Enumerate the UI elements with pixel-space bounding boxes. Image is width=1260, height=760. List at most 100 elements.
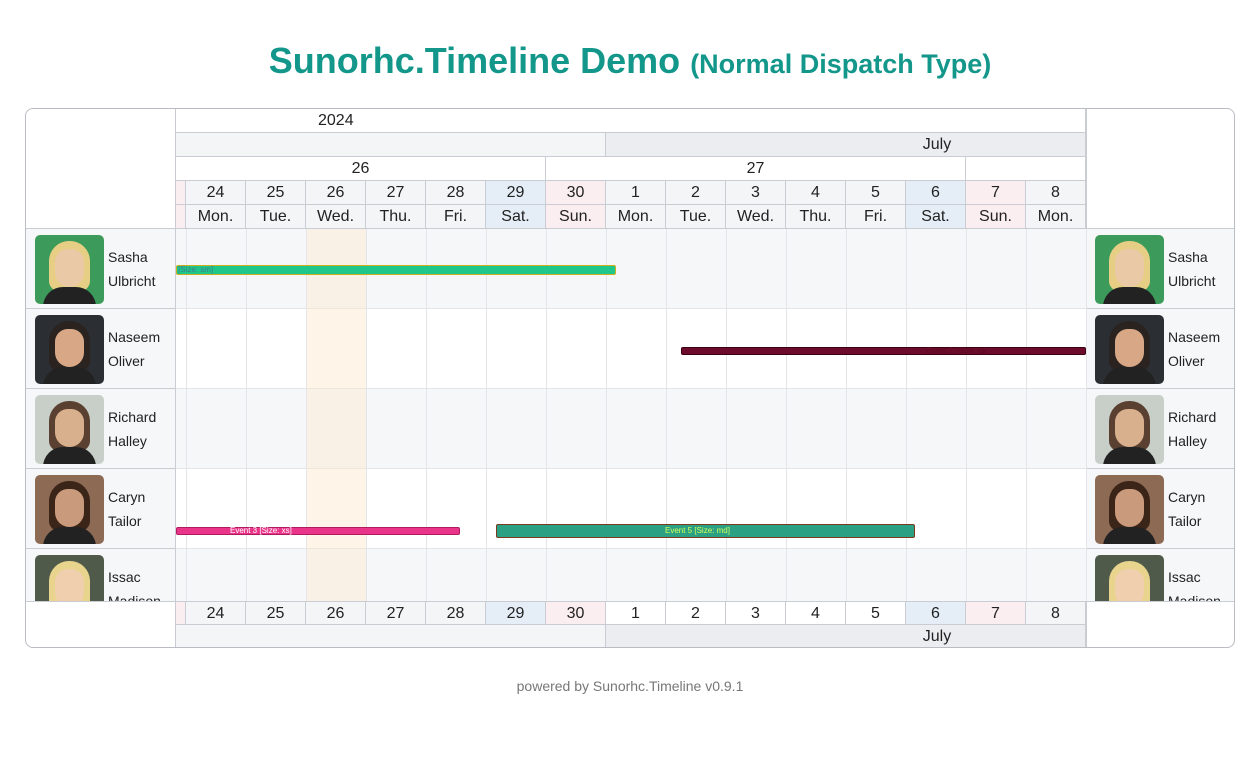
subtitle: (Normal Dispatch Type) bbox=[690, 49, 992, 79]
day-cell: 30 bbox=[546, 601, 606, 625]
grid-line bbox=[846, 229, 847, 601]
grid-line bbox=[906, 229, 907, 601]
day-cell: 7 bbox=[966, 601, 1026, 625]
day-cell: 4 bbox=[786, 601, 846, 625]
avatar-body bbox=[1103, 527, 1156, 544]
person-last: Madison bbox=[1168, 593, 1221, 601]
avatar-body bbox=[43, 447, 96, 464]
avatar bbox=[35, 475, 104, 544]
avatar-face bbox=[55, 249, 84, 287]
weekday-cell: Wed. bbox=[306, 205, 366, 229]
corner-left bbox=[26, 109, 176, 229]
person-last: Halley bbox=[108, 433, 147, 449]
day-cell: 1 bbox=[606, 181, 666, 205]
day-cell: 5 bbox=[846, 181, 906, 205]
person-last: Halley bbox=[1168, 433, 1207, 449]
month-label: July bbox=[922, 628, 952, 645]
weekday-cell bbox=[176, 205, 186, 229]
row bbox=[176, 389, 1086, 469]
event-bar bbox=[176, 265, 616, 275]
grid-line bbox=[786, 229, 787, 601]
avatar bbox=[35, 555, 104, 601]
grid-line bbox=[486, 229, 487, 601]
person-first: Naseem bbox=[1168, 329, 1221, 345]
day-cell: 4 bbox=[786, 181, 846, 205]
grid-line bbox=[726, 229, 727, 601]
corner-left bbox=[26, 601, 176, 647]
grid-line bbox=[606, 229, 607, 601]
weekday-cell: Fri. bbox=[426, 205, 486, 229]
day-cell: 24 bbox=[186, 181, 246, 205]
day-cell: 8 bbox=[1026, 181, 1086, 205]
grid-line bbox=[1086, 229, 1087, 601]
day-cell: 25 bbox=[246, 601, 306, 625]
footer: powered by Sunorhc.Timeline v0.9.1 bbox=[516, 678, 744, 694]
avatar-body bbox=[43, 527, 96, 544]
page-title: Sunorhc.Timeline Demo (Normal Dispatch T… bbox=[0, 40, 1260, 82]
day-cell: 3 bbox=[726, 181, 786, 205]
month-cell bbox=[176, 133, 606, 157]
weekday-cell: Mon. bbox=[1026, 205, 1086, 229]
day-cell: 1 bbox=[606, 601, 666, 625]
weekday-cell: Sat. bbox=[906, 205, 966, 229]
day-cell: 25 bbox=[246, 181, 306, 205]
avatar-body bbox=[1103, 287, 1156, 304]
timeline: 2024 July 26 27 24 Mon. 25 Tue. 26 Wed. 27 Thu. 28 Fr… bbox=[25, 108, 1235, 648]
day-cell: 28 bbox=[426, 601, 486, 625]
person-first: Caryn bbox=[108, 489, 146, 505]
avatar-face bbox=[1115, 569, 1144, 601]
day-cell: 27 bbox=[366, 181, 426, 205]
day-cell: 24 bbox=[186, 601, 246, 625]
weekday-cell: Wed. bbox=[726, 205, 786, 229]
grid-line bbox=[546, 229, 547, 601]
grid-line bbox=[306, 229, 307, 601]
avatar-body bbox=[43, 367, 96, 384]
day-cell: 8 bbox=[1026, 601, 1086, 625]
weekday-cell: Thu. bbox=[366, 205, 426, 229]
person-last: Tailor bbox=[108, 513, 142, 529]
month-cell: July bbox=[606, 133, 1086, 157]
weekday-cell: Mon. bbox=[606, 205, 666, 229]
avatar-face bbox=[55, 489, 84, 527]
grid-line bbox=[966, 229, 967, 601]
avatar-face bbox=[1115, 329, 1144, 367]
month-cell bbox=[176, 625, 606, 647]
event-label: Event 5 [Size: md] bbox=[665, 526, 730, 535]
year-cell: 2024 bbox=[176, 109, 1086, 133]
person-last: Tailor bbox=[1168, 513, 1202, 529]
day-cell: 6 bbox=[906, 181, 966, 205]
avatar-face bbox=[55, 329, 84, 367]
title: Sunorhc.Timeline Demo bbox=[268, 40, 681, 81]
person-first: Sasha bbox=[108, 249, 148, 265]
person-last: Ulbricht bbox=[108, 273, 156, 289]
week-cell bbox=[966, 157, 1086, 181]
day-cell: 6 bbox=[906, 601, 966, 625]
avatar-face bbox=[55, 569, 84, 601]
weekday-cell: Sun. bbox=[966, 205, 1026, 229]
grid-line bbox=[186, 229, 187, 601]
corner-right bbox=[1086, 109, 1234, 229]
avatar bbox=[1095, 235, 1164, 304]
day-cell: 29 bbox=[486, 601, 546, 625]
avatar bbox=[35, 395, 104, 464]
grid-line bbox=[246, 229, 247, 601]
avatar bbox=[1095, 315, 1164, 384]
avatar-body bbox=[1103, 447, 1156, 464]
event-label: Event 2 [Size: lg] bbox=[926, 346, 987, 355]
avatar-face bbox=[1115, 489, 1144, 527]
weekday-cell: Sun. bbox=[546, 205, 606, 229]
person-last: Ulbricht bbox=[1168, 273, 1216, 289]
day-cell: 27 bbox=[366, 601, 426, 625]
avatar bbox=[35, 315, 104, 384]
grid-line bbox=[666, 229, 667, 601]
avatar bbox=[1095, 555, 1164, 601]
week-cell: 26 bbox=[176, 157, 546, 181]
day-cell: 30 bbox=[546, 181, 606, 205]
month-cell: July bbox=[606, 625, 1086, 647]
day-cell: 28 bbox=[426, 181, 486, 205]
day-cell bbox=[176, 601, 186, 625]
day-cell: 29 bbox=[486, 181, 546, 205]
person-first: Richard bbox=[108, 409, 157, 425]
grid-line bbox=[426, 229, 427, 601]
